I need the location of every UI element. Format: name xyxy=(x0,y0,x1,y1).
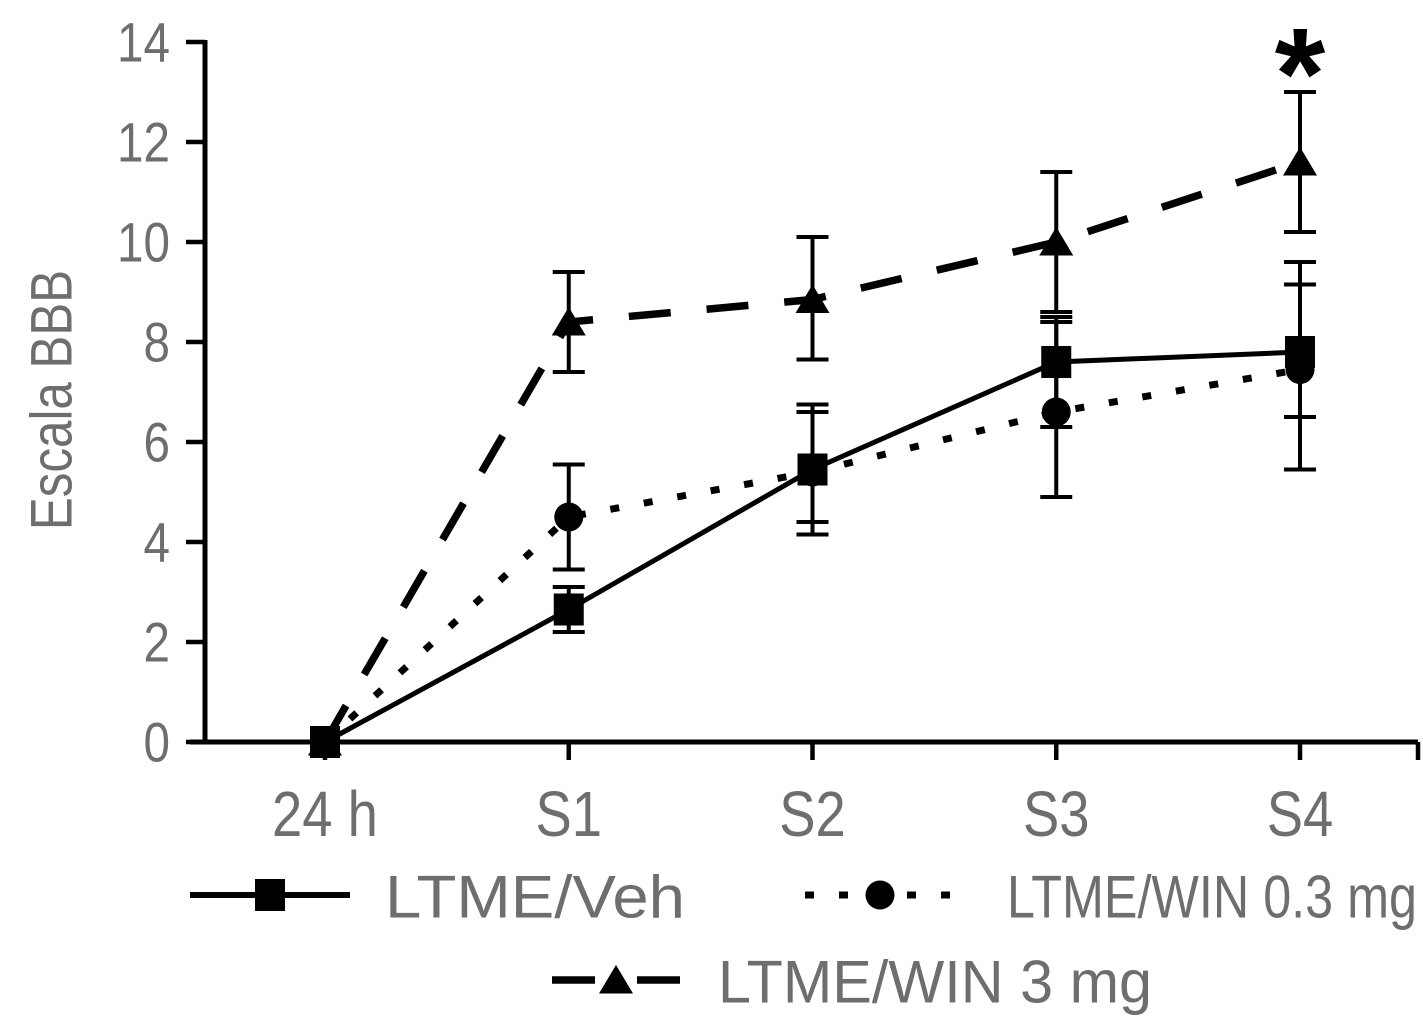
marker-triangle xyxy=(795,284,830,313)
marker-triangle xyxy=(551,307,586,336)
legend-item-ltme-veh: LTME/Veh xyxy=(190,864,685,931)
x-tick-label: S4 xyxy=(1267,778,1334,850)
y-axis-title: Escala BBB xyxy=(20,270,85,530)
y-tick-label: 4 xyxy=(144,511,171,574)
legend-label: LTME/WIN 0.3 mg xyxy=(1007,864,1417,931)
x-tick-label: S2 xyxy=(779,778,846,850)
y-tick-label: 12 xyxy=(117,111,170,174)
series-ltme-veh xyxy=(310,260,1316,758)
marker-square xyxy=(1285,336,1315,368)
x-tick-label: S1 xyxy=(536,778,603,850)
marker-square xyxy=(797,453,828,486)
y-tick-label: 14 xyxy=(117,11,170,74)
marker-square xyxy=(1041,346,1072,378)
marker-triangle xyxy=(1283,147,1317,176)
marker-triangle xyxy=(1039,227,1074,256)
significance-asterisk: * xyxy=(1275,1,1326,147)
marker-circle xyxy=(554,502,584,532)
legend-marker-circle xyxy=(865,880,895,910)
legend-label: LTME/WIN 3 mg xyxy=(718,949,1152,1016)
legend-item-ltme-win-3-mg: LTME/WIN 3 mg xyxy=(552,949,1152,1016)
marker-square xyxy=(553,593,584,626)
y-tick-label: 8 xyxy=(144,311,171,374)
x-tick-label: S3 xyxy=(1023,778,1090,850)
chart-legend: LTME/Veh LTME/WIN 0.3 mg LTME/WIN 3 mg xyxy=(190,864,1417,1016)
marker-square xyxy=(310,726,340,758)
annotation-layer: * xyxy=(1275,1,1326,147)
legend-marker-square xyxy=(255,879,285,911)
legend-item-ltme-win-0-3-mg: LTME/WIN 0.3 mg xyxy=(805,864,1417,931)
axes-layer: 0 2 4 6 8 10 12 14 24 h S1 S2 S3 S4 xyxy=(117,11,1421,850)
legend-marker-triangle xyxy=(599,965,633,994)
y-tick-label: 10 xyxy=(117,211,170,274)
y-tick-label: 6 xyxy=(144,411,171,474)
y-tick-label: 0 xyxy=(144,711,171,774)
y-tick-label: 2 xyxy=(144,611,171,674)
x-tick-label: 24 h xyxy=(272,778,378,850)
legend-label: LTME/Veh xyxy=(385,864,685,931)
series-layer xyxy=(308,90,1317,758)
